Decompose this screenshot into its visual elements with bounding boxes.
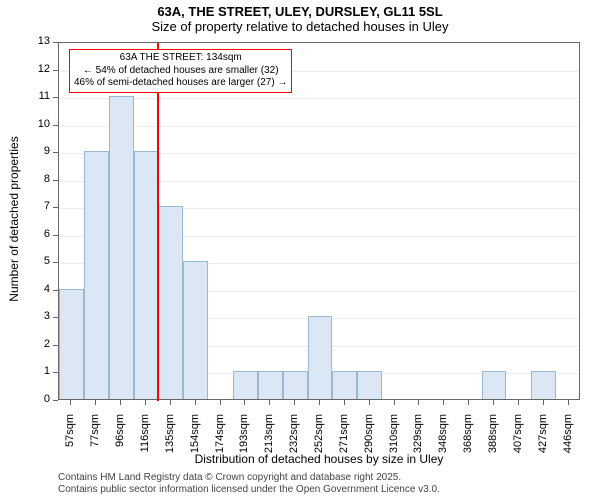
x-tick-mark <box>344 400 345 405</box>
y-tick-label: 10 <box>30 118 50 130</box>
bar <box>109 96 134 399</box>
chart-title-sub: Size of property relative to detached ho… <box>0 19 600 34</box>
bar <box>233 371 258 399</box>
plot-area: 63A THE STREET: 134sqm← 54% of detached … <box>58 42 580 400</box>
annotation-title: 63A THE STREET: 134sqm <box>74 52 287 65</box>
y-axis-label: Number of detached properties <box>7 129 21 309</box>
x-tick-label: 154sqm <box>189 414 201 464</box>
y-tick-mark <box>53 400 58 401</box>
y-tick-label: 9 <box>30 145 50 157</box>
x-tick-mark <box>269 400 270 405</box>
y-tick-label: 3 <box>30 310 50 322</box>
bar <box>84 151 109 399</box>
x-tick-label: 407sqm <box>512 414 524 464</box>
x-tick-label: 57sqm <box>64 414 76 464</box>
x-tick-mark <box>518 400 519 405</box>
annotation-line-1: ← 54% of detached houses are smaller (32… <box>74 65 287 78</box>
annotation-line-2: 46% of semi-detached houses are larger (… <box>74 77 287 90</box>
x-tick-label: 329sqm <box>412 414 424 464</box>
x-tick-mark <box>443 400 444 405</box>
y-tick-label: 12 <box>30 63 50 75</box>
x-tick-mark <box>394 400 395 405</box>
x-tick-label: 77sqm <box>89 414 101 464</box>
y-tick-label: 0 <box>30 393 50 405</box>
bar <box>158 206 183 399</box>
y-tick-mark <box>53 42 58 43</box>
y-tick-mark <box>53 180 58 181</box>
y-tick-label: 8 <box>30 173 50 185</box>
bar <box>283 371 308 399</box>
bar <box>308 316 333 399</box>
bar <box>357 371 382 399</box>
y-tick-label: 11 <box>30 90 50 102</box>
y-tick-label: 13 <box>30 35 50 47</box>
bar <box>531 371 556 399</box>
grid-line <box>59 98 579 99</box>
x-tick-mark <box>220 400 221 405</box>
x-tick-label: 446sqm <box>562 414 574 464</box>
y-tick-mark <box>53 262 58 263</box>
x-tick-label: 368sqm <box>462 414 474 464</box>
x-tick-mark <box>145 400 146 405</box>
y-tick-mark <box>53 207 58 208</box>
x-tick-mark <box>543 400 544 405</box>
x-tick-mark <box>418 400 419 405</box>
bar <box>59 289 84 399</box>
x-tick-label: 232sqm <box>288 414 300 464</box>
bar <box>183 261 208 399</box>
marker-line <box>157 43 159 401</box>
y-tick-mark <box>53 290 58 291</box>
footer-line-1: Contains HM Land Registry data © Crown c… <box>58 472 401 483</box>
x-tick-label: 290sqm <box>363 414 375 464</box>
x-tick-label: 116sqm <box>139 414 151 464</box>
y-tick-label: 5 <box>30 255 50 267</box>
y-tick-mark <box>53 125 58 126</box>
x-tick-label: 310sqm <box>388 414 400 464</box>
footer-line-2: Contains public sector information licen… <box>58 484 440 495</box>
x-tick-label: 174sqm <box>214 414 226 464</box>
y-tick-label: 1 <box>30 365 50 377</box>
x-tick-mark <box>170 400 171 405</box>
x-tick-label: 348sqm <box>437 414 449 464</box>
y-tick-mark <box>53 235 58 236</box>
y-tick-mark <box>53 345 58 346</box>
x-tick-mark <box>294 400 295 405</box>
x-tick-label: 213sqm <box>263 414 275 464</box>
y-tick-label: 2 <box>30 338 50 350</box>
x-tick-mark <box>95 400 96 405</box>
annotation-box: 63A THE STREET: 134sqm← 54% of detached … <box>69 49 292 93</box>
bar <box>134 151 159 399</box>
x-tick-label: 427sqm <box>537 414 549 464</box>
x-tick-mark <box>369 400 370 405</box>
x-tick-mark <box>468 400 469 405</box>
y-tick-label: 4 <box>30 283 50 295</box>
x-tick-mark <box>70 400 71 405</box>
y-tick-label: 7 <box>30 200 50 212</box>
x-tick-label: 388sqm <box>487 414 499 464</box>
x-tick-label: 252sqm <box>313 414 325 464</box>
bar <box>258 371 283 399</box>
y-tick-mark <box>53 152 58 153</box>
y-tick-mark <box>53 97 58 98</box>
x-tick-mark <box>493 400 494 405</box>
x-tick-mark <box>568 400 569 405</box>
y-tick-mark <box>53 372 58 373</box>
x-tick-label: 135sqm <box>164 414 176 464</box>
y-tick-mark <box>53 70 58 71</box>
x-tick-mark <box>195 400 196 405</box>
y-tick-mark <box>53 317 58 318</box>
x-tick-mark <box>120 400 121 405</box>
grid-line <box>59 126 579 127</box>
chart-title-block: 63A, THE STREET, ULEY, DURSLEY, GL11 5SL… <box>0 4 600 34</box>
bar <box>482 371 507 399</box>
bar <box>332 371 357 399</box>
y-tick-label: 6 <box>30 228 50 240</box>
x-tick-label: 96sqm <box>114 414 126 464</box>
x-tick-label: 271sqm <box>338 414 350 464</box>
x-tick-mark <box>244 400 245 405</box>
x-tick-mark <box>319 400 320 405</box>
chart-title-main: 63A, THE STREET, ULEY, DURSLEY, GL11 5SL <box>0 4 600 19</box>
x-tick-label: 193sqm <box>238 414 250 464</box>
